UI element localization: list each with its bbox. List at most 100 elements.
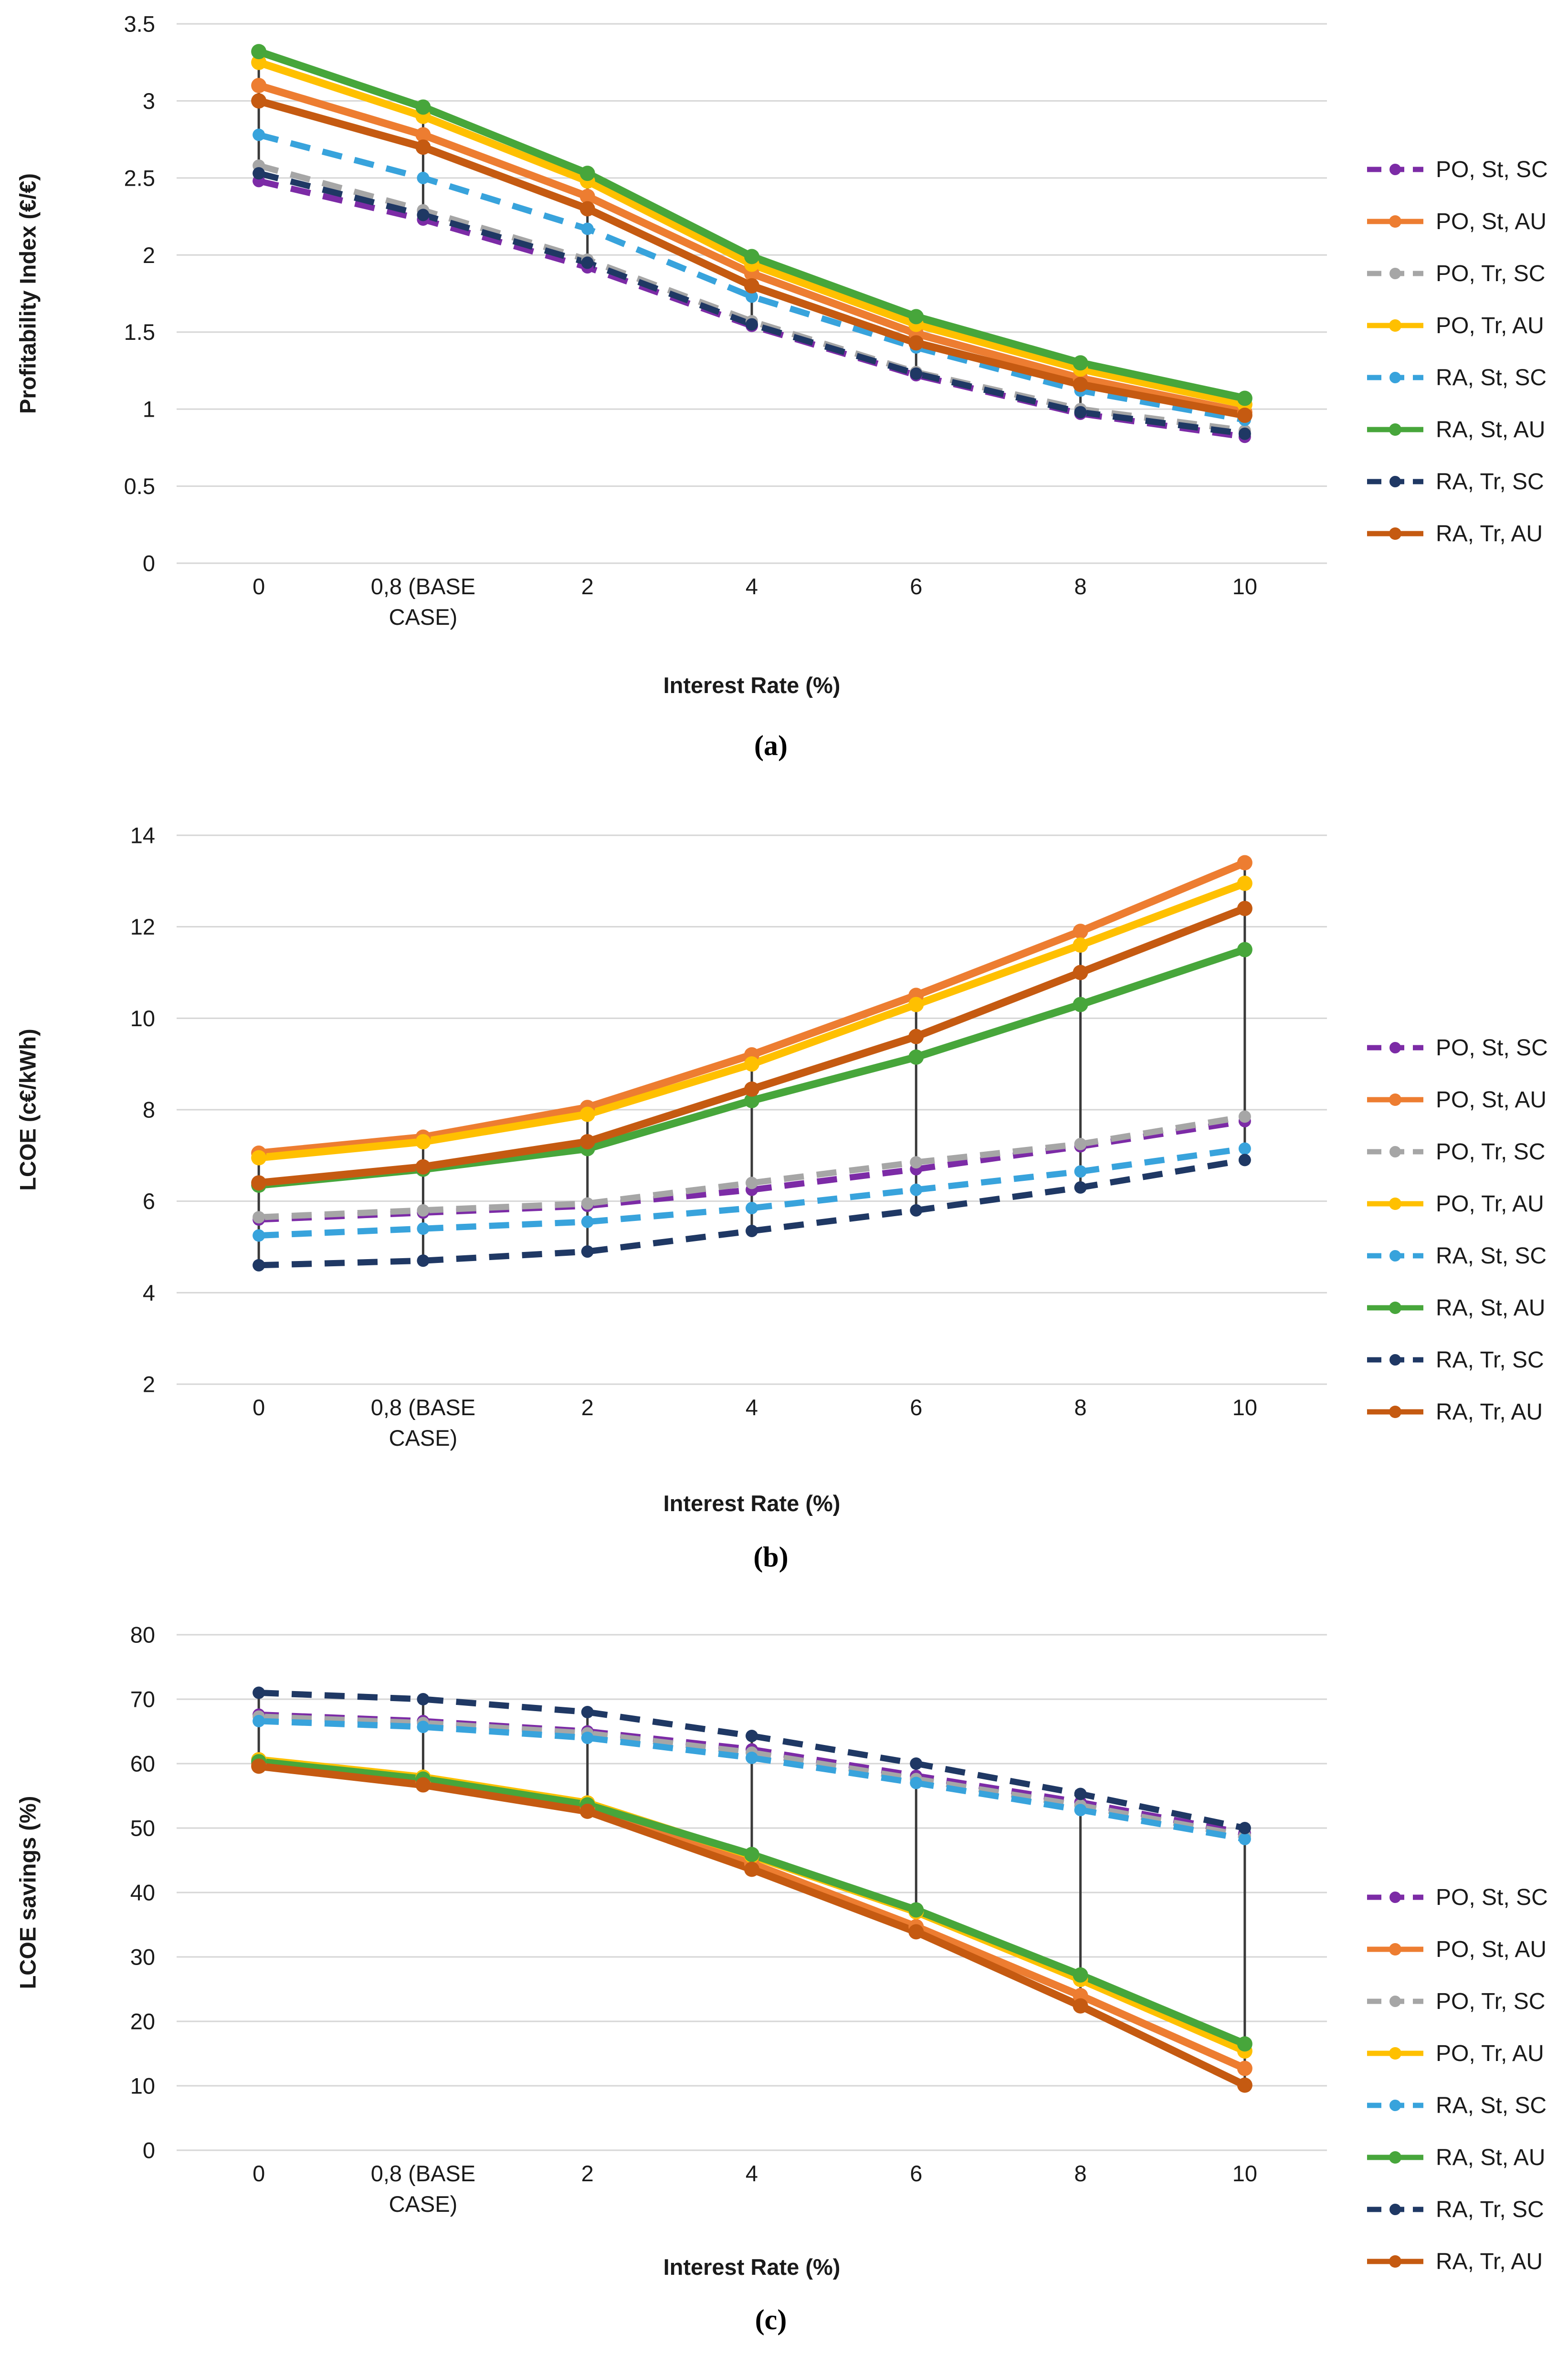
legend-marker-icon bbox=[1367, 1093, 1423, 1106]
data-point-marker bbox=[417, 1693, 430, 1705]
legend-marker-icon bbox=[1367, 1302, 1423, 1314]
data-point-marker bbox=[908, 335, 924, 351]
data-point-marker bbox=[1237, 2077, 1252, 2093]
data-point-marker bbox=[417, 1254, 430, 1267]
data-point-marker bbox=[1237, 2061, 1252, 2076]
y-tick-label: 14 bbox=[130, 823, 155, 848]
data-point-marker bbox=[417, 1222, 430, 1235]
data-point-marker bbox=[581, 222, 594, 235]
data-point-marker bbox=[417, 209, 430, 221]
data-point-marker bbox=[417, 171, 430, 184]
data-point-marker bbox=[908, 1924, 924, 1940]
legend-item: PO, St, SC bbox=[1366, 1035, 1548, 1061]
data-point-marker bbox=[581, 1732, 594, 1744]
legend-item-label: PO, St, AU bbox=[1436, 1087, 1547, 1113]
data-point-marker bbox=[1073, 1998, 1088, 2014]
chart-b-legend: PO, St, SC PO, St, AU PO, Tr, SC PO, Tr,… bbox=[1366, 1035, 1548, 1425]
legend-marker-icon bbox=[1367, 1198, 1423, 1210]
data-point-marker bbox=[746, 1177, 758, 1189]
legend-item: PO, St, AU bbox=[1366, 1087, 1548, 1113]
x-tick-label: 8 bbox=[1074, 574, 1087, 599]
legend-item: RA, St, SC bbox=[1366, 2092, 1548, 2118]
legend-item: PO, Tr, SC bbox=[1366, 261, 1548, 286]
data-point-marker bbox=[417, 1721, 430, 1734]
y-tick-label: 0 bbox=[143, 2138, 155, 2163]
legend-item-label: PO, Tr, SC bbox=[1436, 1139, 1546, 1165]
x-tick-label: 0 bbox=[253, 1395, 265, 1420]
y-tick-label: 2 bbox=[143, 1372, 155, 1397]
x-tick-label: 6 bbox=[910, 2161, 922, 2186]
legend-marker-icon bbox=[1367, 164, 1423, 175]
data-point-marker bbox=[746, 1751, 758, 1764]
x-tick-label: 2 bbox=[581, 574, 594, 599]
legend-marker-icon bbox=[1367, 1892, 1423, 1903]
legend-item-label: RA, Tr, AU bbox=[1436, 1399, 1543, 1425]
y-tick-label: 30 bbox=[130, 1945, 155, 1970]
data-point-marker bbox=[1237, 390, 1252, 406]
data-point-marker bbox=[1073, 924, 1088, 939]
legend-marker-icon bbox=[1367, 2255, 1423, 2268]
legend-item: RA, St, AU bbox=[1366, 417, 1548, 442]
y-tick-label: 3 bbox=[143, 88, 155, 114]
x-tick-label: 10 bbox=[1232, 574, 1257, 599]
data-point-marker bbox=[253, 1686, 265, 1699]
legend-item-label: PO, St, SC bbox=[1436, 1884, 1548, 1910]
chart-a-plot: 0 0.5 1 1.5 2 2.5 3 3.5 0 0,8 (BASE CASE) 2 4 6 8 10 bbox=[124, 11, 1327, 630]
legend-item-label: PO, St, SC bbox=[1436, 1035, 1548, 1061]
data-point-marker bbox=[253, 1229, 265, 1242]
data-point-marker bbox=[910, 1757, 923, 1770]
y-tick-label: 20 bbox=[130, 2009, 155, 2034]
data-point-marker bbox=[746, 1224, 758, 1237]
legend-item: RA, Tr, AU bbox=[1366, 521, 1548, 547]
legend-marker-icon bbox=[1367, 1943, 1423, 1955]
series-line-po-tr-au bbox=[257, 59, 1246, 409]
x-tick-label: 2 bbox=[581, 1395, 594, 1420]
y-tick-label: 6 bbox=[143, 1188, 155, 1214]
legend-marker-icon bbox=[1367, 1354, 1423, 1366]
chart-b-y-axis-title: LCOE (c€/kWh) bbox=[15, 1029, 41, 1191]
y-tick-label: 12 bbox=[130, 914, 155, 939]
chart-c-y-axis-title: LCOE savings (%) bbox=[15, 1796, 41, 1989]
data-point-marker bbox=[1074, 1137, 1087, 1150]
legend-item-label: RA, Tr, AU bbox=[1436, 521, 1543, 547]
data-point-marker bbox=[579, 189, 595, 204]
data-point-marker bbox=[1073, 937, 1088, 953]
data-point-marker bbox=[908, 1029, 924, 1044]
data-point-marker bbox=[581, 1245, 594, 1258]
series-line-ra-st-au bbox=[257, 48, 1246, 402]
data-point-marker bbox=[1074, 1165, 1087, 1178]
data-point-marker bbox=[579, 1803, 595, 1819]
data-point-marker bbox=[581, 1706, 594, 1718]
x-tick-label: 0 bbox=[253, 574, 265, 599]
legend-marker-icon bbox=[1367, 2100, 1423, 2111]
legend-item-label: PO, St, AU bbox=[1436, 1936, 1547, 1962]
data-point-marker bbox=[744, 1861, 759, 1877]
chart-a-y-axis-title: Profitability Index (€/€) bbox=[15, 173, 41, 414]
data-point-marker bbox=[1073, 377, 1088, 392]
data-point-marker bbox=[910, 1156, 923, 1169]
legend-marker-icon bbox=[1367, 268, 1423, 279]
data-point-marker bbox=[251, 54, 267, 70]
legend-marker-icon bbox=[1367, 2047, 1423, 2060]
chart-b-section: 2 4 6 8 10 12 14 0 0,8 (BASE CASE) 2 4 6 8 10 LCOE (c€… bbox=[0, 788, 1568, 1589]
legend-item: PO, Tr, SC bbox=[1366, 1139, 1548, 1165]
legend-item-label: PO, Tr, AU bbox=[1436, 1191, 1544, 1217]
data-point-marker bbox=[1237, 942, 1252, 957]
data-point-marker bbox=[1074, 406, 1087, 419]
data-point-marker bbox=[251, 1150, 267, 1166]
y-tick-label: 70 bbox=[130, 1687, 155, 1712]
y-tick-label: 4 bbox=[143, 1280, 155, 1305]
legend-item: PO, Tr, AU bbox=[1366, 1191, 1548, 1217]
data-point-marker bbox=[746, 290, 758, 303]
data-point-marker bbox=[251, 78, 267, 94]
data-point-marker bbox=[251, 93, 267, 109]
legend-item-label: RA, St, SC bbox=[1436, 2092, 1547, 2118]
x-tick-label: 0,8 (BASE CASE) bbox=[371, 2161, 475, 2217]
legend-item: RA, Tr, AU bbox=[1366, 1399, 1548, 1425]
x-tick-label: 10 bbox=[1232, 2161, 1257, 2186]
x-tick-label: 0 bbox=[253, 2161, 265, 2186]
legend-marker-icon bbox=[1367, 319, 1423, 332]
data-point-marker bbox=[744, 1093, 759, 1108]
legend-marker-icon bbox=[1367, 527, 1423, 540]
y-tick-label: 10 bbox=[130, 1006, 155, 1031]
